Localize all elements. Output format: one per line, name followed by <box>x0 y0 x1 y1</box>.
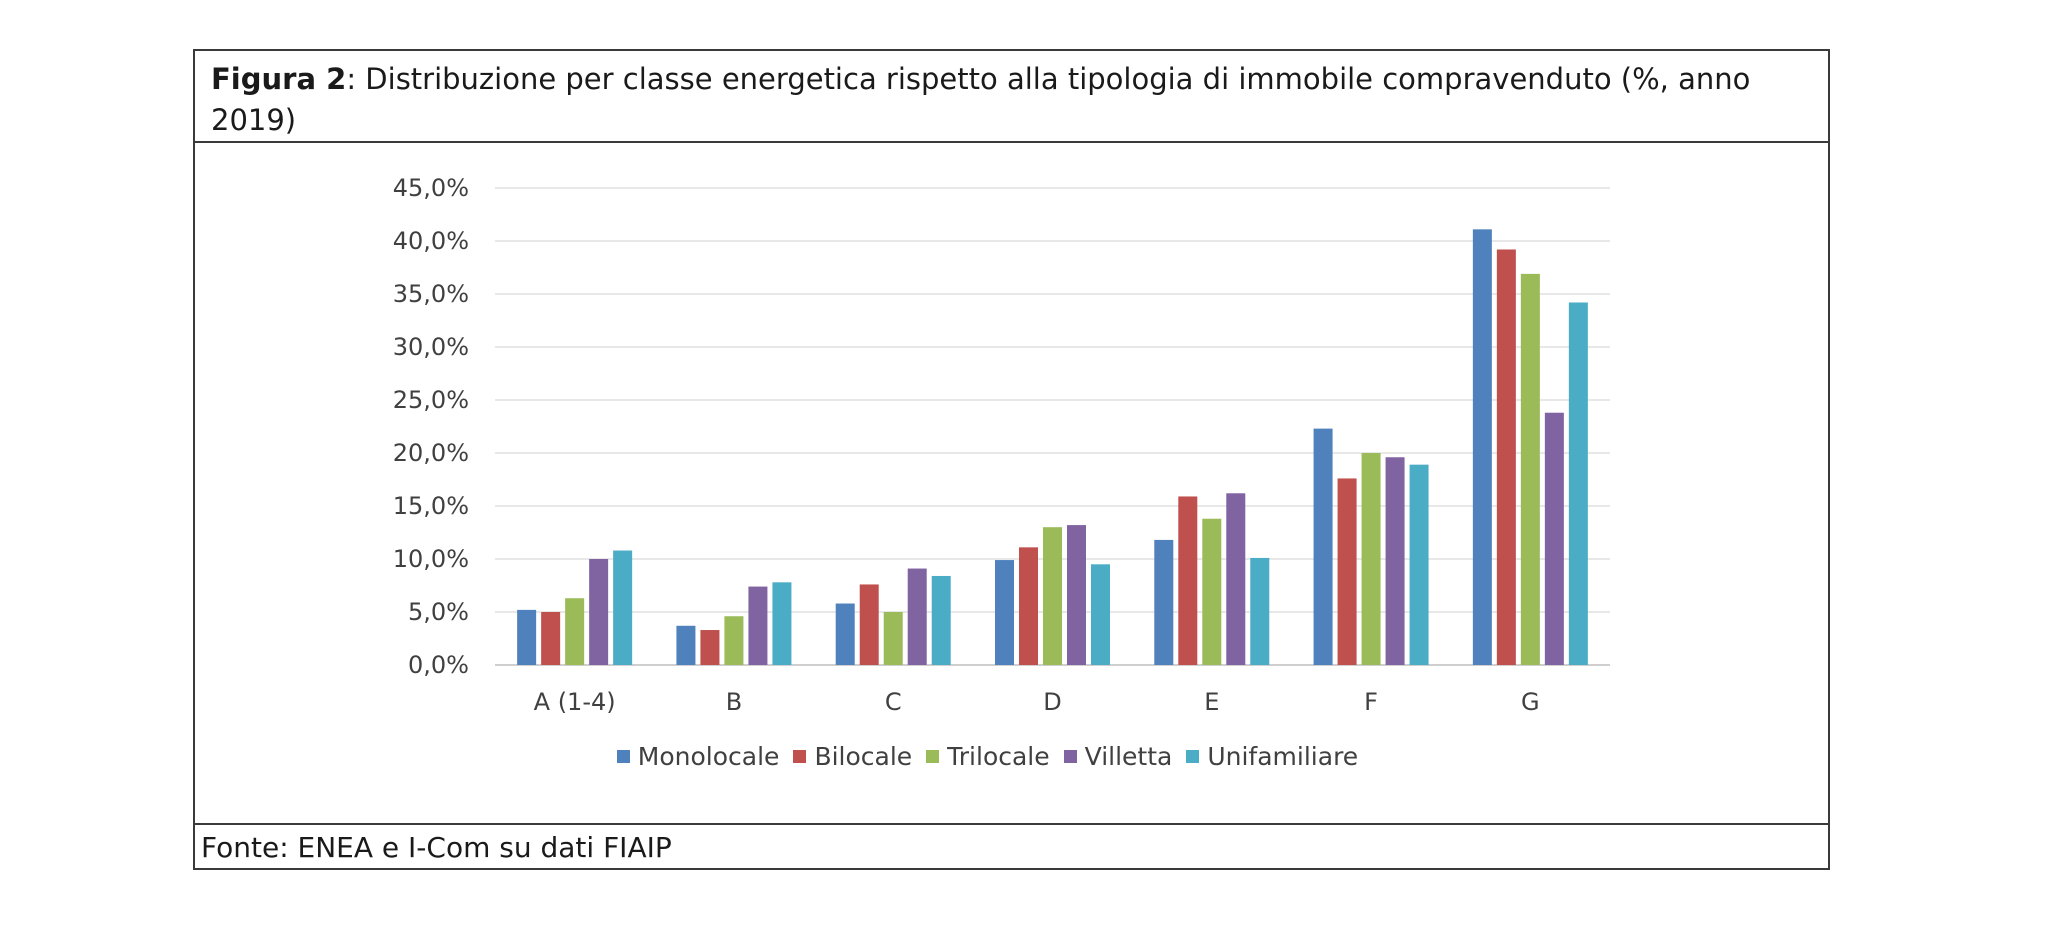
legend-swatch <box>1063 750 1077 763</box>
y-tick-label: 40,0% <box>393 227 469 255</box>
x-tick-label: C <box>885 688 902 716</box>
legend-swatch <box>793 750 807 763</box>
bar-trilocale-4 <box>1043 527 1062 665</box>
bar-villetta-3 <box>907 568 927 665</box>
bar-trilocale-6 <box>1361 453 1381 665</box>
figure-frame: Figura 2: Distribuzione per classe energ… <box>193 49 1830 870</box>
figure-title: Figura 2: Distribuzione per classe energ… <box>195 51 1828 143</box>
x-tick-label: E <box>1204 688 1219 716</box>
y-tick-label: 0,0% <box>408 651 469 679</box>
legend-swatch <box>926 750 940 763</box>
x-tick-label: A (1-4) <box>534 688 616 716</box>
bar-villetta-6 <box>1385 457 1405 665</box>
bar-villetta-2 <box>748 586 768 665</box>
bar-trilocale-7 <box>1520 273 1540 665</box>
bar-villetta-4 <box>1067 525 1086 665</box>
bar-bilocale-5 <box>1178 496 1198 665</box>
x-tick-label: D <box>1043 688 1061 716</box>
x-tick-label: G <box>1521 688 1540 716</box>
y-tick-label: 45,0% <box>393 174 469 202</box>
bar-unifamiliare-4 <box>1091 564 1110 665</box>
bar-villetta-5 <box>1226 493 1246 665</box>
bar-unifamiliare-7 <box>1568 302 1588 665</box>
bar-bilocale-1 <box>541 612 561 665</box>
bar-bilocale-4 <box>1019 547 1038 665</box>
bar-trilocale-5 <box>1202 518 1222 665</box>
legend-item: Trilocale <box>926 742 1050 771</box>
legend-label: Trilocale <box>947 742 1050 771</box>
x-tick-label: F <box>1364 688 1378 716</box>
bar-monolocale-6 <box>1313 428 1333 665</box>
y-tick-label: 25,0% <box>393 386 469 414</box>
bar-villetta-1 <box>589 559 609 665</box>
chart-area: 0,0% 5,0% 10,0% 15,0% 20,0% 25,0% 30,0% 35,0% 40… <box>195 143 1828 823</box>
bar-monolocale-2 <box>676 625 696 665</box>
chart-legend: Monolocale Bilocale Trilocale Villetta Unifa… <box>171 742 1804 771</box>
legend-item: Unifamiliare <box>1186 742 1358 771</box>
bar-unifamiliare-6 <box>1409 464 1429 665</box>
legend-item: Villetta <box>1063 742 1173 771</box>
legend-item: Bilocale <box>793 742 912 771</box>
bar-bilocale-2 <box>700 630 720 665</box>
figure-title-label: Figura 2 <box>211 62 347 96</box>
y-tick-label: 10,0% <box>393 545 469 573</box>
legend-swatch <box>616 750 630 763</box>
bar-villetta-7 <box>1544 412 1564 665</box>
legend-label: Monolocale <box>637 742 780 771</box>
legend-label: Villetta <box>1084 742 1173 771</box>
legend-item: Monolocale <box>616 742 780 771</box>
figure-source: Fonte: ENEA e I-Com su dati FIAIP <box>195 823 1828 870</box>
bar-bilocale-3 <box>859 584 879 665</box>
bar-bilocale-7 <box>1496 249 1516 665</box>
y-tick-label: 35,0% <box>393 280 469 308</box>
bar-monolocale-3 <box>835 603 855 665</box>
y-tick-label: 5,0% <box>408 598 469 626</box>
bar-monolocale-7 <box>1472 229 1492 665</box>
bar-trilocale-1 <box>565 598 585 665</box>
bar-chart: 0,0% 5,0% 10,0% 15,0% 20,0% 25,0% 30,0% 35,0% 40… <box>393 174 1610 716</box>
bar-unifamiliare-1 <box>613 550 633 665</box>
y-tick-label: 20,0% <box>393 439 469 467</box>
legend-label: Bilocale <box>814 742 913 771</box>
legend-swatch <box>1186 750 1200 763</box>
bar-unifamiliare-5 <box>1250 557 1270 665</box>
y-tick-label: 15,0% <box>393 492 469 520</box>
bar-trilocale-2 <box>724 616 744 665</box>
bar-monolocale-4 <box>995 560 1014 665</box>
bar-monolocale-5 <box>1154 539 1174 665</box>
legend-label: Unifamiliare <box>1207 742 1359 771</box>
y-tick-label: 30,0% <box>393 333 469 361</box>
bar-monolocale-1 <box>517 609 537 665</box>
bar-trilocale-3 <box>883 612 903 665</box>
bar-bilocale-6 <box>1337 478 1357 665</box>
x-tick-label: B <box>726 688 742 716</box>
bar-unifamiliare-3 <box>931 575 951 665</box>
figure-title-text: : Distribuzione per classe energetica ri… <box>211 62 1751 137</box>
bar-unifamiliare-2 <box>772 582 792 665</box>
